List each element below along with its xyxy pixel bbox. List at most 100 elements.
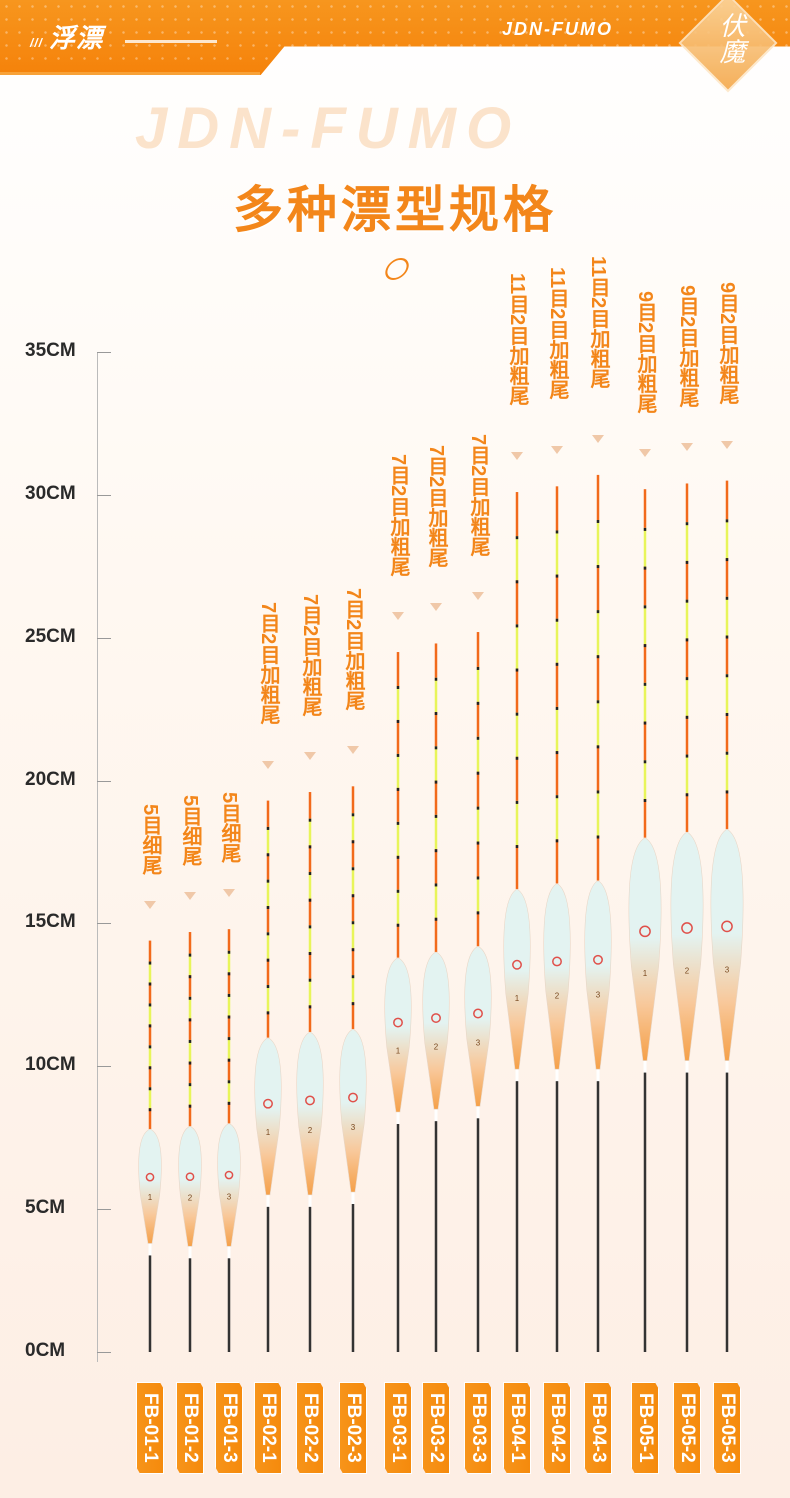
pointer-triangle-icon	[472, 592, 484, 601]
float-body	[464, 945, 492, 1107]
pointer-triangle-icon	[681, 443, 693, 452]
model-code-tag: FB-04-3	[584, 1382, 612, 1474]
spec-label: 5目细尾	[218, 792, 240, 864]
scale-tick-label: 15CM	[25, 911, 76, 933]
float-logo-mark	[593, 954, 603, 965]
float-number: 1	[515, 994, 520, 1003]
model-code-tag: FB-04-1	[503, 1382, 531, 1474]
float-body	[138, 1128, 162, 1244]
spec-label: 7目2目加粗尾	[425, 444, 447, 568]
logo-text: 伏魔	[715, 12, 745, 64]
model-code-tag: FB-03-2	[422, 1382, 450, 1474]
model-code-tag: FB-05-2	[673, 1382, 701, 1474]
spec-label: 7目2目加粗尾	[342, 587, 364, 711]
float-body	[384, 957, 412, 1113]
float-logo-mark	[145, 1172, 155, 1182]
section-title: /// 浮漂	[30, 18, 103, 55]
header-bar	[125, 40, 217, 43]
float-logo-mark	[348, 1092, 358, 1103]
spec-label: 7目2目加粗尾	[467, 433, 489, 556]
model-code-tag: FB-04-2	[543, 1382, 571, 1474]
float-body	[178, 1125, 202, 1247]
float-number: 3	[725, 966, 730, 975]
float-body	[422, 951, 450, 1110]
float-fb-03-2: 2	[422, 643, 450, 1352]
float-logo-mark	[431, 1013, 441, 1023]
brand-name: JDN-FUMO	[502, 19, 613, 39]
pointer-triangle-icon	[304, 752, 316, 761]
spec-label: 11目2目加粗尾	[587, 255, 609, 389]
scale-tick-label: 0CM	[25, 1339, 66, 1361]
scale-tick-label: 25CM	[25, 625, 76, 647]
pointer-triangle-icon	[392, 612, 404, 621]
float-fb-04-3: 3	[584, 474, 612, 1352]
float-fb-04-1: 1	[503, 492, 531, 1352]
float-body	[503, 888, 531, 1070]
model-code-tag: FB-05-1	[631, 1382, 659, 1474]
scale-tick	[97, 494, 111, 496]
pointer-triangle-icon	[144, 900, 156, 909]
float-fb-02-3: 3	[339, 786, 367, 1352]
model-code-tag: FB-03-3	[464, 1382, 492, 1474]
float-body	[217, 1123, 241, 1247]
float-logo-mark	[185, 1172, 195, 1182]
model-code-tag: FB-02-3	[339, 1382, 367, 1474]
scale-tick-label: 10CM	[25, 1054, 76, 1076]
model-code-tag: FB-01-3	[215, 1382, 243, 1474]
float-fb-05-2: 2	[670, 483, 704, 1352]
pointer-triangle-icon	[592, 434, 604, 443]
pointer-triangle-icon	[551, 446, 563, 455]
float-logo-mark	[263, 1098, 273, 1109]
float-fb-01-1: 1	[138, 940, 162, 1352]
float-fb-02-2: 2	[296, 792, 324, 1352]
float-logo-mark	[473, 1008, 483, 1019]
pointer-triangle-icon	[721, 440, 733, 449]
float-number: 2	[434, 1042, 439, 1051]
watermark: JDN-FUMO	[135, 96, 522, 161]
model-code-tag: FB-02-1	[254, 1382, 282, 1474]
pointer-triangle-icon	[347, 746, 359, 755]
float-fb-04-2: 2	[543, 486, 571, 1352]
spec-label: 9目2目加粗尾	[716, 282, 738, 405]
scale-tick	[97, 780, 111, 782]
float-fb-03-3: 3	[464, 632, 492, 1352]
float-number: 1	[396, 1046, 401, 1055]
float-fb-01-2: 2	[178, 932, 202, 1352]
scale-tick-label: 30CM	[25, 482, 76, 504]
pointer-triangle-icon	[511, 452, 523, 461]
model-code-tag: FB-01-1	[136, 1382, 164, 1474]
float-logo-mark	[552, 956, 562, 967]
float-number: 3	[351, 1123, 356, 1132]
float-fb-05-1: 1	[628, 489, 662, 1352]
spec-label: 5目细尾	[179, 795, 201, 867]
header-banner	[0, 0, 790, 75]
model-code-tag: FB-01-2	[176, 1382, 204, 1474]
spec-label: 5目细尾	[139, 803, 161, 875]
float-number: 1	[148, 1193, 153, 1202]
spec-label: 7目2目加粗尾	[257, 602, 279, 725]
model-code-tag: FB-02-2	[296, 1382, 324, 1474]
header-divider	[0, 72, 260, 75]
float-logo-mark	[224, 1170, 234, 1180]
float-number: 3	[596, 991, 601, 1000]
spec-label: 7目2目加粗尾	[387, 453, 409, 576]
model-code-tag: FB-03-1	[384, 1382, 412, 1474]
float-fb-03-1: 1	[384, 652, 412, 1352]
spec-label: 9目2目加粗尾	[634, 290, 656, 413]
pointer-triangle-icon	[262, 760, 274, 769]
float-number: 2	[685, 967, 690, 976]
scale-tick	[97, 923, 111, 925]
float-number: 1	[643, 969, 648, 978]
scale-tick	[97, 352, 111, 354]
scale-tick-label: 20CM	[25, 768, 76, 790]
float-logo-mark	[512, 959, 522, 970]
scale-tick	[97, 637, 111, 639]
spec-label: 11目2目加粗尾	[546, 267, 568, 400]
scale-axis	[97, 352, 98, 1362]
float-body	[670, 831, 704, 1061]
scale-tick	[97, 1352, 111, 1353]
float-body	[543, 883, 571, 1070]
float-body	[584, 880, 612, 1070]
float-logo-mark	[681, 922, 693, 934]
